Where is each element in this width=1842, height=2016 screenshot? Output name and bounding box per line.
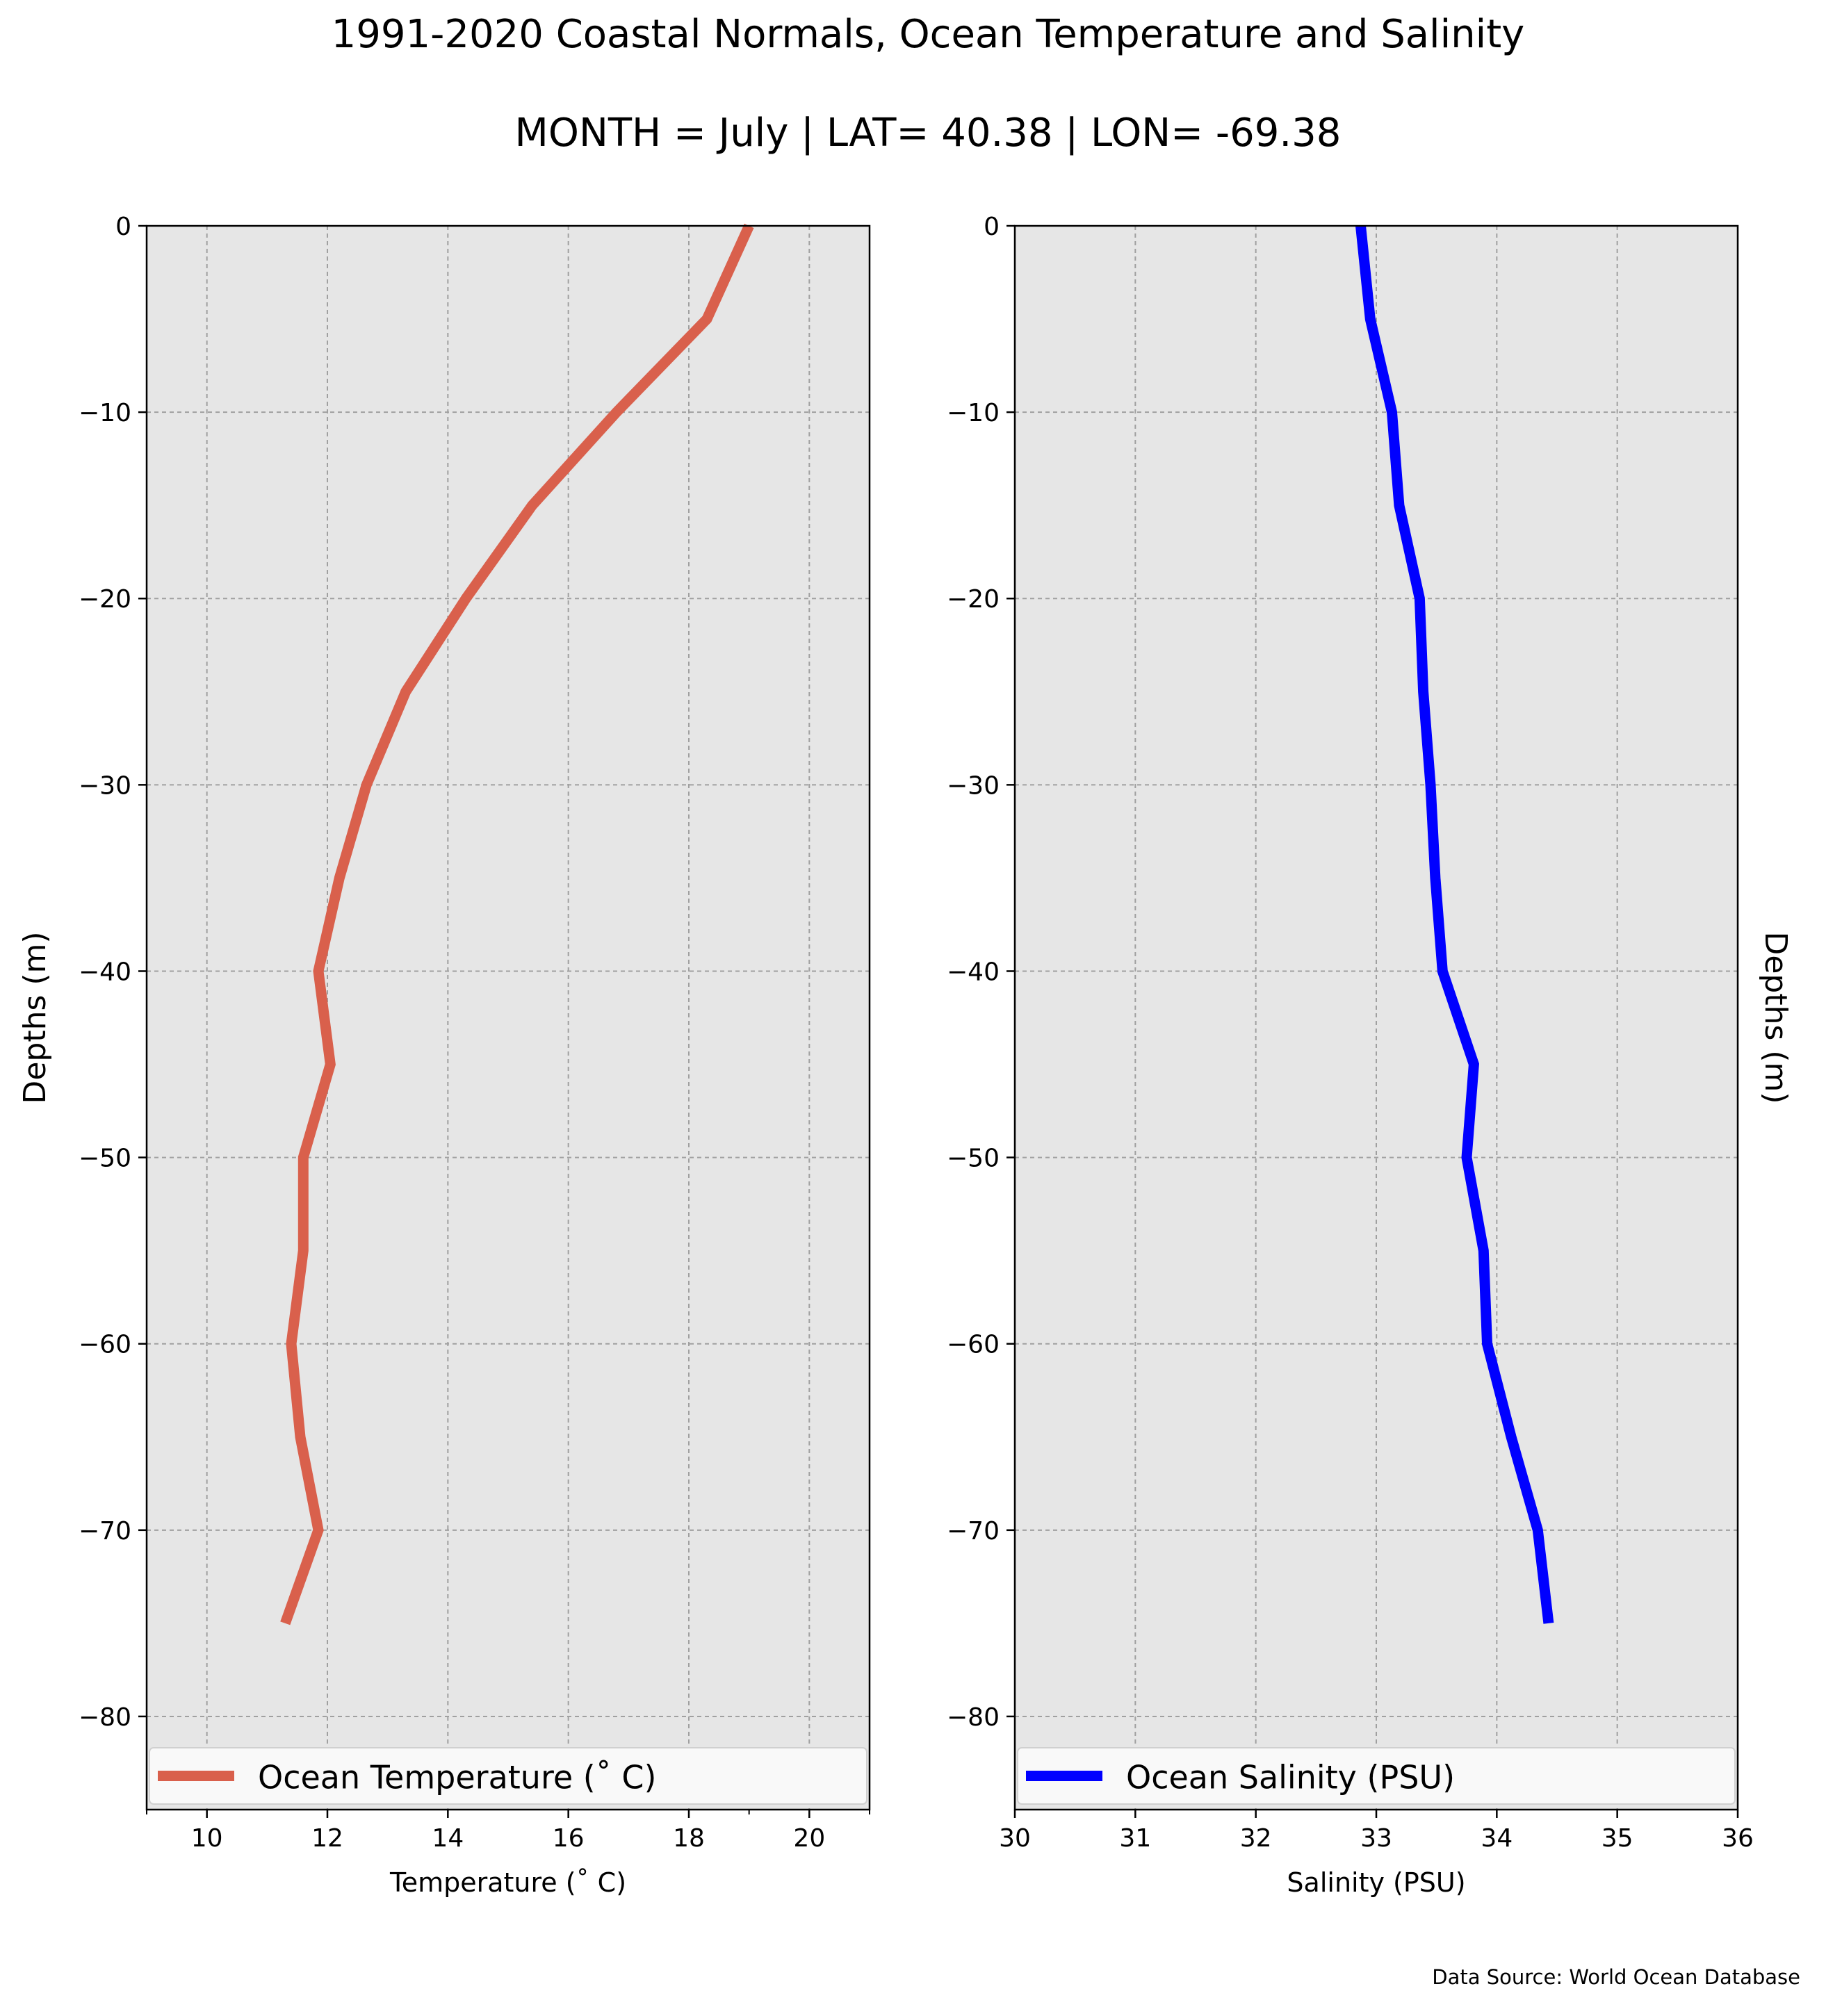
y-tick-label: −30 (947, 771, 1000, 800)
y-tick-label: −40 (79, 958, 131, 986)
legend-salinity: Ocean Salinity (PSU) (1017, 1747, 1736, 1805)
legend-label: Ocean Temperature (˚ C) (258, 1759, 656, 1796)
chart-panel-salinity: Ocean Salinity (PSU) 30 31 32 33 34 35 36 0 −10 −2… (947, 213, 1793, 1898)
y-tick-label: −80 (947, 1703, 1000, 1732)
x-axis-label: Temperature (˚ C) (389, 1867, 626, 1898)
y-tick-label: −40 (947, 958, 1000, 986)
x-tick-label: 31 (1119, 1824, 1151, 1853)
x-tick-label: 34 (1481, 1824, 1513, 1853)
y-tick-label: −50 (947, 1145, 1000, 1173)
y-tick-label: −20 (79, 585, 131, 614)
figure-title: 1991-2020 Coastal Normals, Ocean Tempera… (332, 12, 1525, 57)
x-axis-label: Salinity (PSU) (1287, 1867, 1465, 1898)
axes-frame-temperature (145, 224, 871, 1811)
data-source-note: Data Source: World Ocean Database (1432, 1965, 1800, 1989)
x-tick-label: 32 (1240, 1824, 1272, 1853)
y-tick-label: −60 (947, 1331, 1000, 1359)
y-tick-label: 0 (984, 213, 1000, 241)
figure-subtitle: MONTH = July | LAT= 40.38 | LON= -69.38 (515, 110, 1342, 156)
x-tick-label: 10 (191, 1824, 223, 1853)
chart-panel-temperature: Ocean Temperature (˚ C) 10 12 14 16 18 20 0 −10 −… (17, 213, 871, 1898)
y-tick-label: −30 (79, 771, 131, 800)
y-tick-label: −50 (79, 1145, 131, 1173)
y-tick-label: −70 (79, 1517, 131, 1546)
y-tick-label: −10 (947, 399, 1000, 427)
legend-box (1017, 1747, 1736, 1805)
y-tick-label: −20 (947, 585, 1000, 614)
x-tick-label: 14 (432, 1824, 464, 1853)
legend-label: Ocean Salinity (PSU) (1126, 1759, 1455, 1796)
x-tick-label: 12 (311, 1824, 343, 1853)
x-tick-label: 33 (1360, 1824, 1392, 1853)
x-tick-label: 16 (553, 1824, 585, 1853)
y-tick-label: −70 (947, 1517, 1000, 1546)
legend-box (149, 1747, 867, 1805)
x-tick-label: 18 (673, 1824, 705, 1853)
legend-temperature: Ocean Temperature (˚ C) (149, 1747, 867, 1805)
series-line-salinity (1355, 225, 1554, 1624)
y-tick-label: −80 (79, 1703, 131, 1732)
y-tick-label: −60 (79, 1331, 131, 1359)
x-tick-label: 30 (999, 1824, 1031, 1853)
x-tick-label: 36 (1722, 1824, 1754, 1853)
plot-area-temperature (147, 226, 870, 1810)
y-axis-label: Depths (m) (17, 931, 53, 1104)
y-tick-label: −10 (79, 399, 131, 427)
x-tick-label: 35 (1601, 1824, 1633, 1853)
series-line-temperature (280, 223, 754, 1625)
y-axis-label: Depths (m) (1758, 931, 1793, 1104)
x-tick-label: 20 (793, 1824, 825, 1853)
y-tick-label: 0 (115, 213, 131, 241)
chart-panels: Ocean Temperature (˚ C) 10 12 14 16 18 20 0 −10 −… (17, 213, 1793, 1898)
